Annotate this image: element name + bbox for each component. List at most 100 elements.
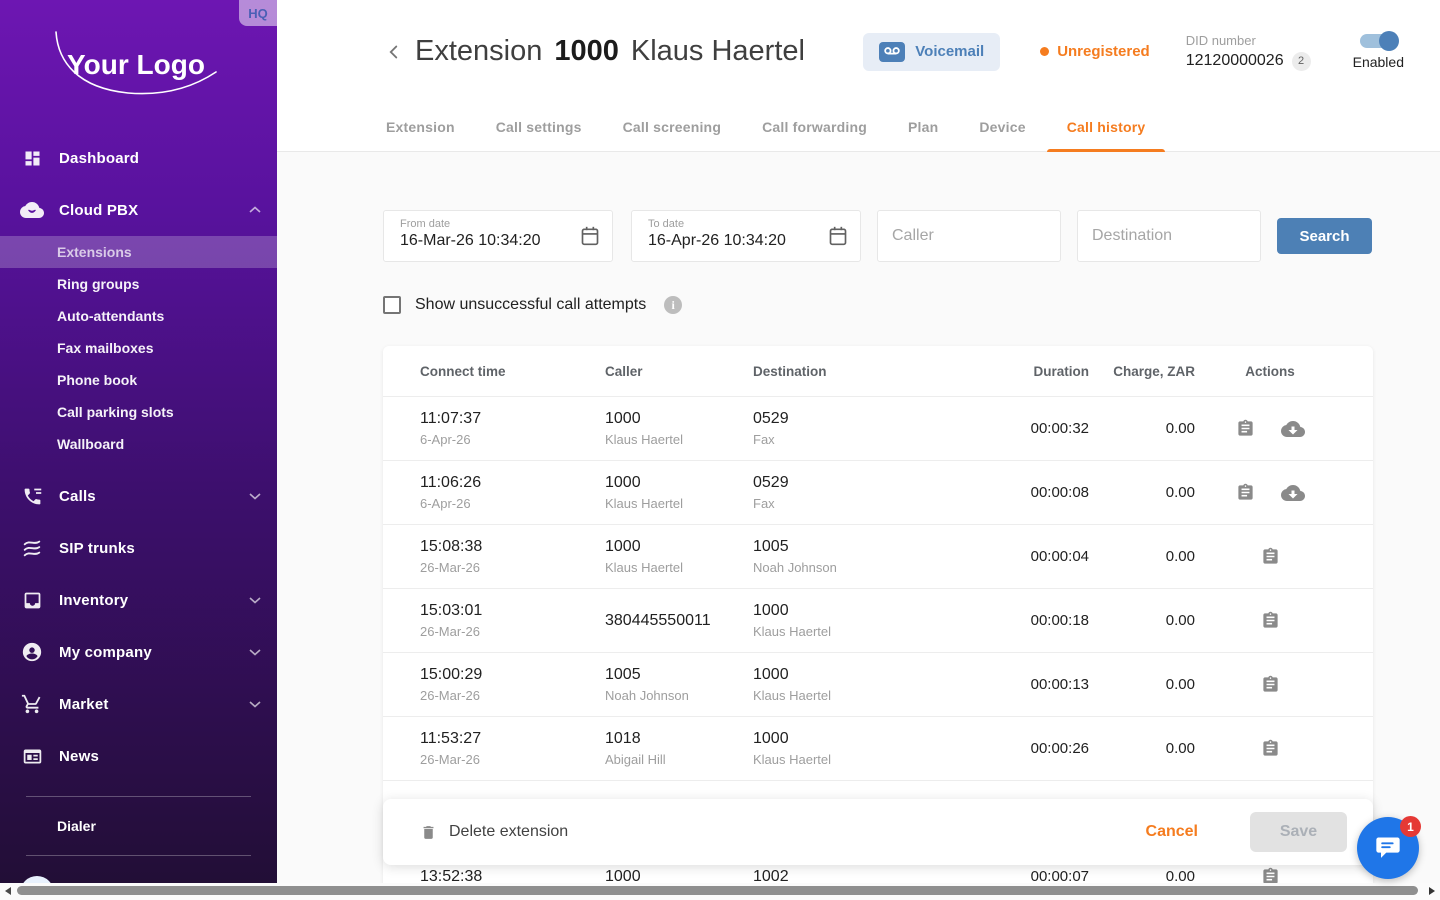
call-log-icon[interactable] [1261, 611, 1280, 630]
call-log-icon[interactable] [1236, 483, 1255, 502]
col-connect-time: Connect time [420, 363, 506, 379]
phone-calls-icon [20, 484, 44, 508]
caller-name: Klaus Haertel [605, 560, 684, 575]
sidebar-item-market[interactable]: Market [0, 678, 277, 730]
caller-number: 1005 [605, 666, 641, 683]
show-unsuccessful-checkbox[interactable] [383, 296, 401, 314]
sidebar-item-call-parking-slots[interactable]: Call parking slots [57, 404, 174, 420]
caller-input[interactable] [892, 227, 1046, 245]
tab-call-screening[interactable]: Call screening [622, 119, 722, 135]
sidebar-item-dialer[interactable]: Dialer [57, 818, 96, 834]
sidebar-item-news[interactable]: News [0, 730, 277, 782]
tab-device[interactable]: Device [979, 119, 1026, 135]
connect-date: 26-Mar-26 [420, 752, 480, 767]
duration: 00:00:32 [1030, 420, 1089, 437]
sidebar-item-auto-attendants[interactable]: Auto-attendants [57, 308, 165, 324]
back-button[interactable] [381, 39, 407, 65]
table-row: 11:06:26 6-Apr-26 1000 Klaus Haertel 0529 F… [383, 460, 1373, 524]
duration: 00:00:26 [1030, 740, 1089, 757]
caller-number: 1000 [605, 867, 641, 885]
table-row: 15:00:29 26-Mar-26 1005 Noah Johnson 1000 K… [383, 652, 1373, 716]
sidebar-item-sip-trunks[interactable]: SIP trunks [0, 522, 277, 574]
filter-row: From date 16-Mar-26 10:34:20 To date 16-… [383, 210, 1373, 262]
charge: 0.00 [1165, 868, 1195, 885]
inventory-icon [20, 588, 44, 612]
divider [26, 855, 251, 856]
page-title: Extension 1000 Klaus Haertel [415, 35, 805, 68]
did-count-badge[interactable]: 2 [1291, 51, 1311, 71]
divider [26, 796, 251, 797]
enabled-toggle[interactable] [1360, 30, 1400, 51]
call-log-icon[interactable] [1261, 739, 1280, 758]
call-log-icon[interactable] [1236, 419, 1255, 438]
destination-number: 1005 [753, 538, 789, 555]
sidebar-item-label: Market [59, 695, 109, 713]
call-log-icon[interactable] [1261, 547, 1280, 566]
sidebar-item-phone-book[interactable]: Phone book [57, 372, 138, 388]
did-label: DID number [1185, 32, 1256, 48]
connect-time: 15:08:38 [420, 538, 483, 555]
horizontal-scrollbar[interactable] [0, 883, 1440, 900]
connect-time: 11:07:37 [420, 410, 482, 427]
sidebar-item-wallboard[interactable]: Wallboard [57, 436, 125, 452]
cancel-button[interactable]: Cancel [1145, 823, 1198, 840]
voicemail-icon [879, 41, 906, 62]
connect-date: 6-Apr-26 [420, 432, 471, 447]
chat-launcher[interactable]: 1 [1357, 816, 1421, 879]
table-row: 15:08:38 26-Mar-26 1000 Klaus Haertel 1005… [383, 524, 1373, 588]
enabled-label: Enabled [1352, 53, 1404, 70]
tab-plan[interactable]: Plan [907, 119, 939, 135]
sidebar-item-my-company[interactable]: My company [0, 626, 277, 678]
sip-trunks-icon [20, 536, 44, 560]
tab-call-history[interactable]: Call history [1046, 103, 1165, 152]
sidebar-item-cloud-pbx[interactable]: Cloud PBX [0, 184, 277, 236]
delete-extension-label: Delete extension [449, 823, 569, 840]
to-date-field[interactable]: To date 16-Apr-26 10:34:20 [631, 210, 861, 262]
call-log-icon[interactable] [1261, 867, 1280, 886]
scroll-left-arrow-icon[interactable] [5, 887, 11, 895]
delete-extension-button[interactable]: Delete extension [420, 823, 568, 842]
scroll-right-arrow-icon[interactable] [1429, 887, 1435, 895]
voicemail-button[interactable]: Voicemail [863, 32, 1001, 71]
from-date-field[interactable]: From date 16-Mar-26 10:34:20 [383, 210, 613, 262]
download-recording-icon[interactable] [1280, 484, 1305, 501]
sidebar-item-ring-groups[interactable]: Ring groups [57, 276, 140, 292]
calendar-icon[interactable] [580, 225, 600, 252]
sidebar-item-extensions[interactable]: Extensions [0, 236, 277, 268]
table-row [383, 780, 1373, 844]
destination-number: 1002 [753, 867, 789, 885]
tab-call-settings[interactable]: Call settings [495, 119, 582, 135]
destination-number: 1000 [753, 602, 789, 619]
connect-time: 13:52:38 [420, 867, 483, 885]
tab-call-forwarding[interactable]: Call forwarding [762, 119, 867, 135]
calendar-icon[interactable] [828, 225, 848, 252]
call-log-icon[interactable] [1261, 675, 1280, 694]
sidebar-item-label: Calls [59, 487, 96, 505]
col-duration: Duration [1033, 363, 1090, 379]
hq-badge[interactable]: HQ [239, 0, 277, 26]
chevron-up-icon [249, 201, 261, 219]
scrollbar-thumb[interactable] [17, 886, 1418, 895]
sidebar-item-calls[interactable]: Calls [0, 470, 277, 522]
info-icon[interactable]: i [664, 296, 683, 314]
download-recording-icon[interactable] [1280, 420, 1305, 437]
tab-extension[interactable]: Extension [386, 119, 455, 135]
connect-date: 6-Apr-26 [420, 496, 471, 511]
destination-number: 1000 [753, 666, 789, 683]
save-button[interactable]: Save [1250, 812, 1347, 852]
duration: 00:00:13 [1030, 676, 1089, 693]
destination-input[interactable] [1092, 227, 1246, 245]
to-date-value: 16-Apr-26 10:34:20 [648, 232, 786, 249]
shopping-cart-icon [20, 692, 44, 716]
destination-filter-field [1077, 210, 1261, 262]
sidebar-item-fax-mailboxes[interactable]: Fax mailboxes [57, 340, 154, 356]
sidebar-item-dashboard[interactable]: Dashboard [0, 132, 277, 184]
chevron-down-icon [249, 591, 261, 609]
status-text: Unregistered [1057, 43, 1150, 60]
sidebar-item-inventory[interactable]: Inventory [0, 574, 277, 626]
caller-name: Noah Johnson [605, 688, 689, 703]
charge: 0.00 [1165, 548, 1195, 565]
col-destination: Destination [753, 363, 827, 379]
search-button[interactable]: Search [1277, 218, 1372, 254]
did-number: 12120000026 [1185, 52, 1284, 69]
